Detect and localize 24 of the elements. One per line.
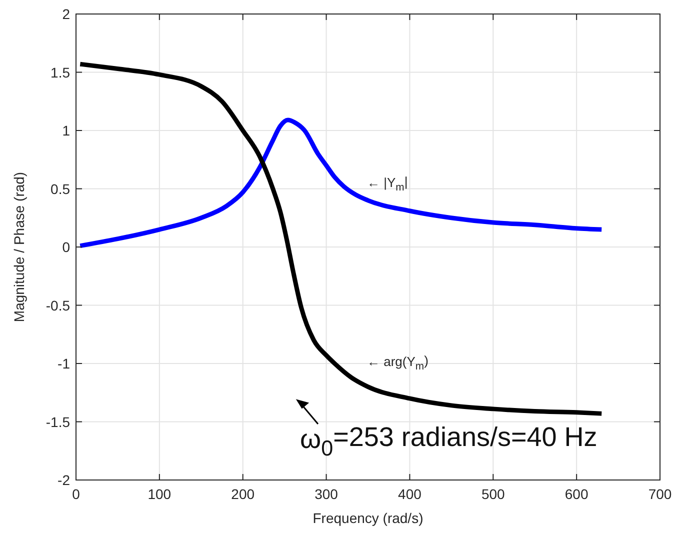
y-tick-label: -1.5 [46, 414, 70, 430]
y-tick-label: -1 [58, 356, 70, 372]
line-series [78, 118, 604, 248]
x-tick-label: 400 [398, 486, 422, 502]
x-tick-label: 700 [648, 486, 672, 502]
y-tick-label: 2 [62, 6, 70, 22]
x-axis-title: Frequency (rad/s) [312, 510, 424, 526]
y-tick-label: 0.5 [50, 180, 70, 197]
y-tick-label: 1 [62, 122, 70, 138]
y-tick-label: 0 [62, 239, 70, 255]
x-tick-label: 600 [564, 486, 588, 502]
y-tick-label: -2 [58, 472, 70, 488]
y-tick-label: 1.5 [50, 64, 70, 80]
y-tick-label: -0.5 [46, 297, 70, 314]
y-axis-title: Magnitude / Phase (rad) [11, 172, 27, 322]
annotation: ← arg(Y$_{m}$) [367, 353, 428, 373]
x-tick-label: 100 [148, 486, 172, 502]
annotation: ω$_{0}$=253 radians/s=40 Hz [300, 422, 598, 461]
x-tick-label: 0 [72, 486, 80, 502]
x-tick-label: 300 [314, 486, 338, 502]
x-tick-label: 200 [231, 486, 255, 502]
annotation: ← |Y$_{m}$| [367, 174, 408, 194]
x-tick-label: 500 [481, 486, 506, 502]
line-series [78, 62, 604, 416]
